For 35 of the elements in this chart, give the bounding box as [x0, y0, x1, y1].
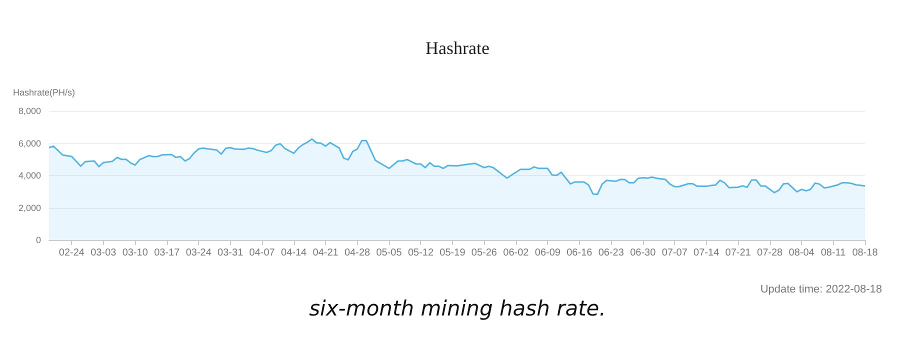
y-axis-title: Hashrate(PH/s) [13, 88, 76, 98]
y-tick-label: 0 [36, 235, 41, 245]
x-tick-label: 04-07 [249, 248, 276, 258]
x-tick-label: 06-23 [598, 248, 624, 258]
x-tick-label: 04-28 [344, 248, 370, 258]
x-tick-label: 06-02 [503, 248, 530, 258]
x-tick-label: 05-05 [376, 248, 402, 258]
x-tick-label: 04-14 [281, 248, 308, 258]
x-tick-label: 03-31 [218, 248, 244, 258]
x-tick-label: 06-09 [534, 248, 561, 258]
x-tick-label: 08-11 [820, 248, 846, 258]
text: six-month mining hash rate. [309, 296, 606, 320]
y-tick-label: 2,000 [18, 202, 41, 213]
x-tick-label: 07-14 [694, 248, 720, 258]
x-tick-label: 06-30 [630, 248, 656, 258]
chart-title: Hashrate [426, 38, 490, 58]
x-tick-label: 08-18 [852, 248, 878, 258]
y-tick-label: 4,000 [18, 170, 41, 180]
x-tick-label: 06-16 [566, 248, 593, 258]
x-tick-label: 07-21 [725, 248, 752, 258]
y-tick-label: 6,000 [18, 138, 41, 148]
x-tick-label: 04-21 [312, 248, 339, 258]
y-tick-label: 8,000 [18, 106, 41, 116]
x-tick-label: 03-03 [90, 248, 117, 258]
x-tick-label: 02-24 [58, 248, 85, 258]
x-tick-label: 05-26 [471, 248, 498, 258]
x-tick-label: 03-10 [122, 248, 148, 258]
x-tick-label: 07-07 [662, 248, 688, 258]
x-tick-label: 07-28 [757, 248, 784, 258]
text: Update time: 2022-08-18 [760, 284, 882, 296]
x-tick-label: 08-04 [788, 248, 815, 258]
x-tick-label: 05-19 [440, 248, 466, 258]
x-tick-label: 03-17 [154, 248, 180, 258]
x-tick-label: 03-24 [186, 248, 212, 258]
x-tick-label: 05-12 [408, 248, 434, 258]
